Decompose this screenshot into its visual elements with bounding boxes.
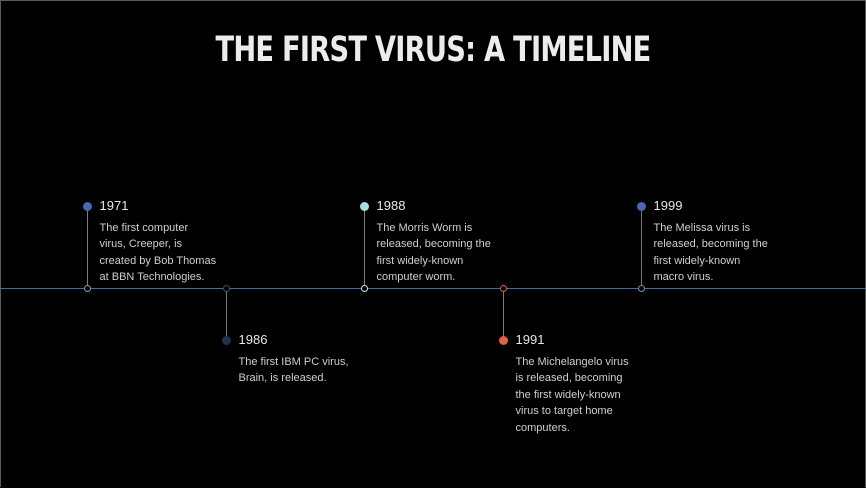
event-dot (83, 202, 92, 211)
event-description-line: virus to target home (516, 403, 666, 420)
axis-node-marker (638, 285, 645, 292)
event-year: 1986 (239, 332, 268, 347)
event-connector-line (364, 206, 365, 289)
event-description-line: first widely-known (377, 253, 527, 270)
event-connector-line (641, 206, 642, 289)
event-description-line: The Michelangelo virus (516, 354, 666, 371)
event-description-line: created by Bob Thomas (100, 253, 250, 270)
event-dot (499, 336, 508, 345)
event-connector-line (226, 289, 227, 341)
event-description-line: Brain, is released. (239, 370, 389, 387)
event-year: 1999 (654, 198, 683, 213)
event-description: The first computer virus, Creeper, is crea… (100, 220, 250, 286)
event-description-line: the first widely-known (516, 387, 666, 404)
axis-node-marker (223, 285, 230, 292)
event-description-line: computers. (516, 420, 666, 437)
event-description-line: virus, Creeper, is (100, 236, 250, 253)
timeline-axis (0, 288, 866, 289)
event-description-line: released, becoming the (654, 236, 804, 253)
event-description-line: The first computer (100, 220, 250, 237)
event-description: The first IBM PC virus, Brain, is release… (239, 354, 389, 387)
axis-node-marker (84, 285, 91, 292)
event-connector-line (503, 289, 504, 341)
event-description-line: The first IBM PC virus, (239, 354, 389, 371)
event-description: The Morris Worm is released, becoming the… (377, 220, 527, 286)
event-description-line: The Morris Worm is (377, 220, 527, 237)
event-description-line: is released, becoming (516, 370, 666, 387)
event-dot (222, 336, 231, 345)
event-description-line: macro virus. (654, 269, 804, 286)
event-year: 1991 (516, 332, 545, 347)
event-year: 1971 (100, 198, 129, 213)
axis-node-marker (361, 285, 368, 292)
event-description: The Michelangelo virus is released, becom… (516, 354, 666, 437)
event-connector-line (87, 206, 88, 289)
event-description-line: released, becoming the (377, 236, 527, 253)
event-description-line: computer worm. (377, 269, 527, 286)
axis-node-marker (500, 285, 507, 292)
event-dot (360, 202, 369, 211)
event-description-line: first widely-known (654, 253, 804, 270)
event-dot (637, 202, 646, 211)
event-description: The Melissa virus is released, becoming t… (654, 220, 804, 286)
slide-title: THE FIRST VIRUS: A TIMELINE (95, 30, 770, 70)
event-description-line: at BBN Technologies. (100, 269, 250, 286)
event-year: 1988 (377, 198, 406, 213)
event-description-line: The Melissa virus is (654, 220, 804, 237)
